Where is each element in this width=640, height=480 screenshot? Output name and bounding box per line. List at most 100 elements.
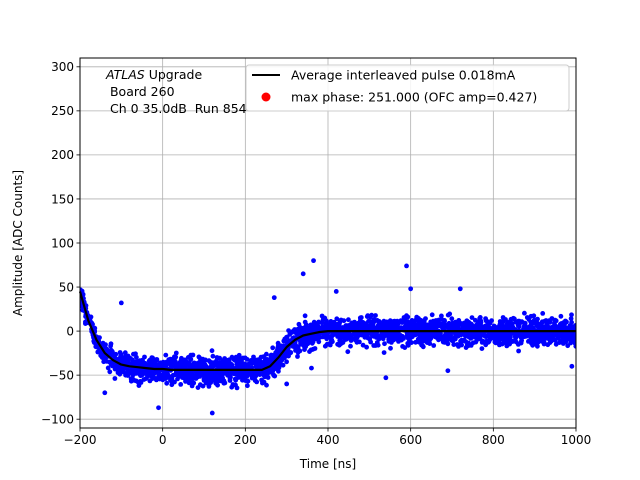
- scatter-point: [123, 353, 129, 358]
- scatter-point: [97, 335, 102, 340]
- scatter-point: [309, 334, 314, 340]
- scatter-point: [466, 325, 472, 331]
- scatter-point: [245, 383, 250, 389]
- scatter-point: [518, 340, 524, 346]
- scatter-point: [484, 318, 489, 323]
- scatter-point: [329, 337, 335, 343]
- scatter-point: [245, 378, 251, 384]
- scatter-point: [194, 361, 199, 367]
- scatter-point: [209, 348, 215, 354]
- scatter-point: [535, 332, 540, 338]
- scatter-point: [272, 373, 278, 379]
- scatter-point: [270, 345, 276, 351]
- scatter-point: [353, 336, 359, 342]
- scatter-point: [478, 331, 483, 337]
- scatter-point: [188, 352, 194, 358]
- scatter-point: [179, 373, 185, 378]
- scatter-point: [549, 316, 555, 321]
- scatter-point: [418, 332, 424, 338]
- scatter-point: [373, 313, 378, 318]
- line-layer: [78, 291, 576, 371]
- scatter-point: [321, 332, 327, 338]
- scatter-outlier: [284, 381, 290, 387]
- scatter-point: [257, 372, 263, 377]
- scatter-point: [431, 343, 437, 348]
- scatter-outlier: [445, 368, 451, 374]
- scatter-point: [138, 380, 144, 385]
- scatter-point: [136, 371, 142, 377]
- scatter-point: [346, 317, 351, 323]
- scatter-point: [316, 320, 321, 326]
- scatter-point: [455, 331, 460, 337]
- scatter-point: [495, 335, 501, 341]
- legend-entry-max-phase: max phase: 251.000 (OFC amp=0.427): [291, 90, 537, 105]
- scatter-point: [483, 342, 489, 348]
- scatter-point: [164, 380, 170, 386]
- scatter-point: [571, 324, 576, 330]
- scatter-point: [539, 319, 545, 325]
- scatter-point: [516, 332, 521, 338]
- scatter-point: [152, 361, 158, 366]
- scatter-point: [405, 332, 411, 337]
- scatter-point: [553, 341, 559, 347]
- scatter-point: [250, 360, 256, 366]
- annotation-line-1: ATLAS Upgrade: [105, 67, 202, 82]
- scatter-point: [141, 377, 147, 382]
- scatter-point: [206, 384, 212, 389]
- scatter-outlier: [569, 363, 575, 369]
- scatter-point: [150, 355, 156, 361]
- legend-marker-swatch: [261, 92, 271, 102]
- x-axis-label: Time [ns]: [299, 457, 356, 471]
- scatter-point: [483, 334, 488, 339]
- scatter-point: [449, 316, 455, 322]
- scatter-point: [375, 318, 380, 323]
- scatter-point: [135, 359, 141, 364]
- scatter-point: [222, 356, 228, 361]
- scatter-point: [338, 317, 344, 323]
- scatter-point: [283, 353, 289, 359]
- scatter-point: [316, 339, 322, 345]
- scatter-point: [476, 319, 481, 325]
- scatter-point: [564, 319, 569, 325]
- scatter-point: [302, 313, 308, 319]
- scatter-outlier: [300, 271, 306, 277]
- scatter-point: [217, 360, 223, 365]
- scatter-point: [107, 369, 113, 375]
- scatter-point: [210, 353, 216, 359]
- y-tick-label: 50: [59, 280, 74, 294]
- axis-ticks: −200 0 200 400 600 800 1000 −100 −50 0 50 100 150 200…: [41, 60, 591, 447]
- scatter-point: [377, 326, 383, 331]
- scatter-point: [469, 315, 475, 320]
- scatter-point: [479, 346, 485, 351]
- scatter-point: [261, 361, 267, 367]
- scatter-point: [568, 340, 573, 346]
- scatter-point: [216, 371, 222, 377]
- scatter-point: [115, 370, 121, 376]
- scatter-point: [252, 374, 258, 380]
- scatter-point: [569, 312, 574, 318]
- scatter-point: [511, 315, 516, 321]
- scatter-point: [217, 355, 223, 361]
- scatter-point: [169, 382, 175, 388]
- scatter-point: [216, 364, 222, 369]
- scatter-point: [443, 332, 448, 338]
- legend: Average interleaved pulse 0.018mA max ph…: [245, 64, 570, 112]
- scatter-point: [443, 336, 448, 342]
- scatter-point: [419, 323, 424, 329]
- scatter-point: [210, 373, 216, 379]
- y-tick-label: 300: [51, 60, 74, 74]
- scatter-point: [477, 316, 483, 321]
- scatter-point: [308, 347, 314, 353]
- scatter-point: [337, 334, 343, 340]
- scatter-point: [433, 325, 439, 331]
- scatter-point: [432, 334, 438, 340]
- scatter-outlier: [102, 390, 108, 396]
- scatter-point: [520, 334, 526, 340]
- scatter-point: [490, 335, 496, 341]
- scatter-point: [348, 333, 353, 339]
- scatter-point: [381, 350, 387, 355]
- scatter-point: [523, 331, 528, 337]
- scatter-point: [303, 344, 309, 349]
- scatter-point: [543, 332, 549, 338]
- scatter-point: [562, 334, 568, 339]
